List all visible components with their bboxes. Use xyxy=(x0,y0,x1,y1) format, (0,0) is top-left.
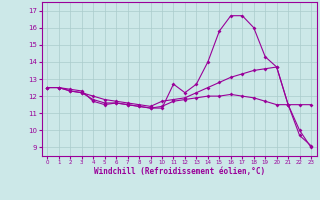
X-axis label: Windchill (Refroidissement éolien,°C): Windchill (Refroidissement éolien,°C) xyxy=(94,167,265,176)
